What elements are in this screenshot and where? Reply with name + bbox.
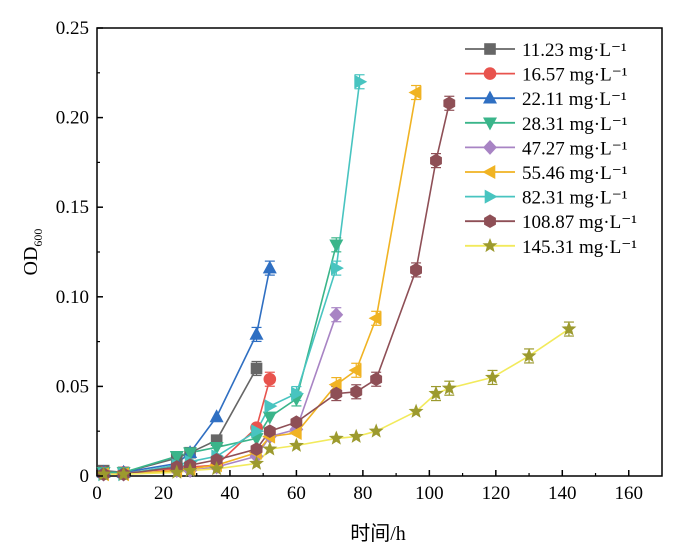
legend-label-1: 16.57 mg·L⁻¹ (522, 65, 628, 86)
series-line-7 (103, 103, 451, 475)
data-point-6 (264, 399, 278, 414)
data-point-8 (262, 441, 278, 456)
legend-label-3: 28.31 mg·L⁻¹ (522, 114, 628, 135)
x-tick-label: 100 (415, 483, 444, 504)
y-tick-label: 0.25 (56, 18, 89, 39)
data-point-6 (291, 386, 305, 401)
y-axis-title-main: OD (20, 247, 42, 276)
x-tick-label: 140 (548, 483, 577, 504)
data-point-8 (408, 403, 424, 418)
x-tick-label: 120 (482, 483, 511, 504)
x-tick-label: 160 (615, 483, 644, 504)
data-point-2 (249, 326, 264, 340)
legend-marker-5 (482, 164, 496, 180)
data-point-1 (263, 372, 277, 386)
data-point-3 (262, 411, 277, 425)
data-point-5 (368, 311, 382, 326)
data-point-7 (430, 153, 442, 168)
data-point-7 (443, 96, 456, 111)
legend: 11.23 mg·L⁻¹ 16.57 mg·L⁻¹ 22.11 mg·L⁻¹ 28.3… (465, 40, 637, 258)
series-markers (95, 74, 577, 482)
legend-label-7: 108.87 mg·L⁻¹ (522, 212, 637, 233)
data-point-8 (428, 385, 444, 400)
data-point-8 (348, 428, 364, 443)
legend-marker-0 (484, 43, 496, 55)
data-point-7 (350, 384, 363, 399)
data-point-2 (209, 409, 224, 423)
data-point-8 (485, 369, 500, 384)
data-point-8 (289, 437, 304, 452)
data-point-8 (521, 348, 537, 363)
y-tick-label: 0.05 (56, 376, 89, 397)
legend-label-8: 145.31 mg·L⁻¹ (522, 237, 637, 258)
y-axis-title: OD600 (20, 229, 45, 276)
data-point-8 (116, 466, 132, 481)
data-point-3 (209, 441, 224, 455)
legend-label-0: 11.23 mg·L⁻¹ (522, 40, 627, 61)
data-point-8 (182, 462, 198, 477)
data-point-8 (441, 380, 457, 395)
x-axis-title: 时间/h (350, 522, 406, 545)
data-point-8 (96, 466, 112, 481)
legend-marker-2 (482, 90, 498, 104)
series-line-5 (103, 92, 417, 475)
data-point-7 (263, 424, 276, 439)
legend-marker-6 (484, 189, 498, 204)
data-point-3 (329, 239, 344, 253)
data-point-3 (183, 447, 198, 461)
legend-marker-1 (483, 67, 497, 80)
legend-label-4: 47.27 mg·L⁻¹ (522, 138, 628, 159)
data-point-8 (328, 430, 344, 445)
x-tick-label: 80 (353, 483, 372, 504)
data-point-8 (368, 423, 384, 438)
series-lines (103, 81, 570, 475)
data-point-5 (288, 425, 302, 441)
x-tick-label: 0 (92, 483, 102, 504)
data-point-0 (250, 362, 263, 375)
data-point-7 (410, 263, 423, 277)
data-point-7 (290, 415, 303, 430)
legend-marker-4 (483, 139, 497, 155)
data-point-3 (169, 450, 184, 464)
data-point-8 (561, 321, 577, 336)
x-tick-label: 60 (287, 483, 306, 504)
legend-marker-7 (484, 214, 496, 229)
axis-ticks: 0 20 40 60 80 100 120 140 160 0 0.05 0.10 0.15 0.20 0.… (56, 18, 643, 504)
y-tick-label: 0.15 (56, 197, 89, 218)
data-point-7 (250, 442, 263, 456)
y-tick-label: 0.20 (56, 108, 89, 129)
series-line-6 (103, 81, 361, 475)
x-tick-label: 40 (220, 483, 239, 504)
data-point-7 (330, 386, 343, 401)
data-point-4 (329, 307, 344, 323)
y-tick-label: 0.10 (56, 287, 89, 308)
data-point-8 (249, 455, 264, 470)
data-point-5 (408, 85, 422, 100)
data-point-8 (169, 464, 185, 479)
data-point-6 (354, 74, 368, 89)
legend-marker-8 (482, 237, 498, 253)
data-point-2 (262, 260, 277, 274)
legend-marker-3 (482, 117, 498, 131)
x-tick-label: 20 (154, 483, 173, 504)
legend-label-2: 22.11 mg·L⁻¹ (522, 89, 627, 110)
data-point-7 (370, 372, 383, 387)
legend-label-5: 55.46 mg·L⁻¹ (522, 163, 628, 184)
data-point-6 (251, 424, 265, 439)
data-point-6 (330, 261, 344, 276)
y-tick-label: 0 (80, 466, 90, 487)
data-point-5 (348, 363, 362, 378)
y-axis-title-subscript: 600 (31, 229, 45, 247)
data-point-8 (209, 460, 225, 476)
legend-label-6: 82.31 mg·L⁻¹ (522, 188, 628, 209)
